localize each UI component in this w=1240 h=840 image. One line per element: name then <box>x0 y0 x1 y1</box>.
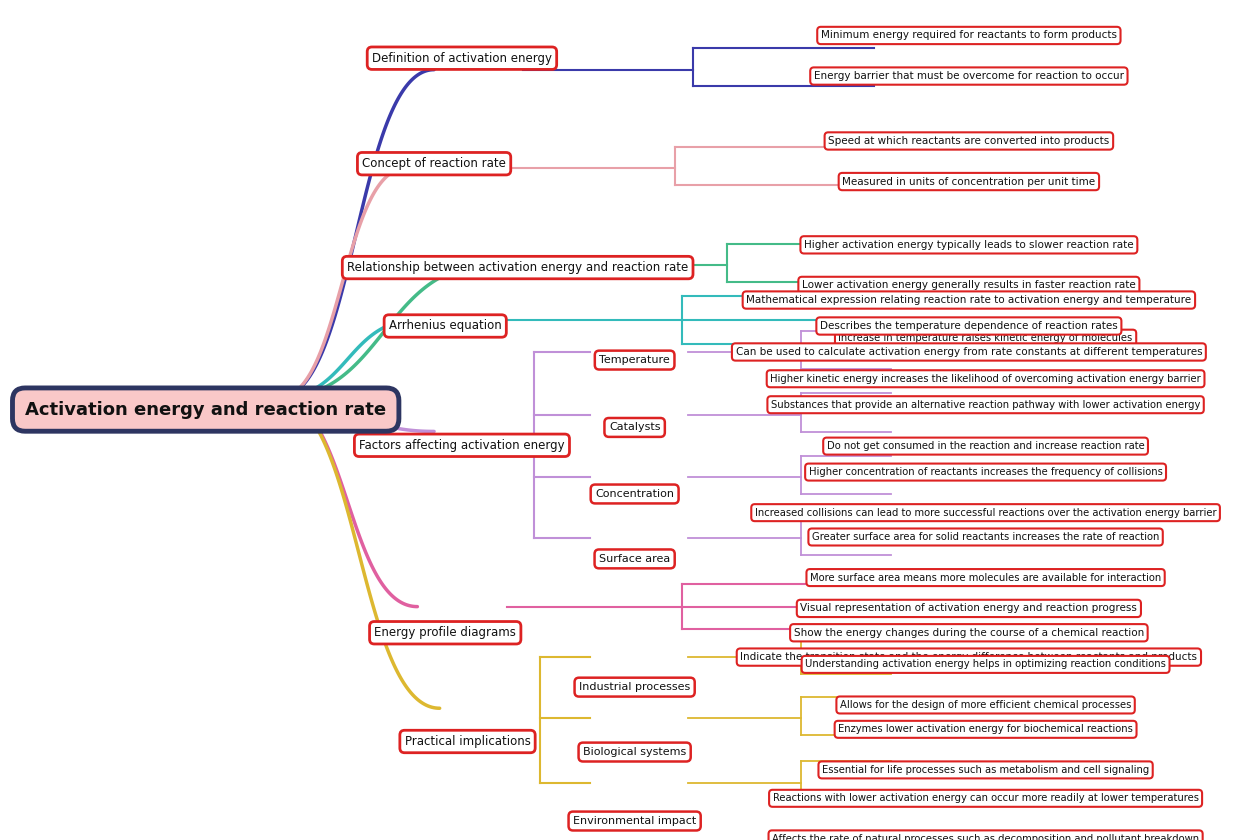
Text: Show the energy changes during the course of a chemical reaction: Show the energy changes during the cours… <box>794 627 1145 638</box>
Text: Speed at which reactants are converted into products: Speed at which reactants are converted i… <box>828 136 1110 146</box>
Text: Measured in units of concentration per unit time: Measured in units of concentration per u… <box>842 176 1095 186</box>
Text: Higher kinetic energy increases the likelihood of overcoming activation energy b: Higher kinetic energy increases the like… <box>770 374 1202 384</box>
Text: Minimum energy required for reactants to form products: Minimum energy required for reactants to… <box>821 30 1117 40</box>
Text: Allows for the design of more efficient chemical processes: Allows for the design of more efficient … <box>839 700 1131 710</box>
Text: Energy barrier that must be overcome for reaction to occur: Energy barrier that must be overcome for… <box>813 71 1123 81</box>
Text: Reactions with lower activation energy can occur more readily at lower temperatu: Reactions with lower activation energy c… <box>773 793 1199 803</box>
Text: Practical implications: Practical implications <box>404 735 531 748</box>
Text: Environmental impact: Environmental impact <box>573 816 697 826</box>
Text: Indicate the transition state and the energy difference between reactants and pr: Indicate the transition state and the en… <box>740 652 1198 662</box>
Text: Lower activation energy generally results in faster reaction rate: Lower activation energy generally result… <box>802 281 1136 291</box>
Text: Describes the temperature dependence of reaction rates: Describes the temperature dependence of … <box>820 321 1117 331</box>
Text: Visual representation of activation energy and reaction progress: Visual representation of activation ener… <box>801 603 1137 613</box>
Text: Energy profile diagrams: Energy profile diagrams <box>374 627 516 639</box>
Text: Concentration: Concentration <box>595 489 675 499</box>
Text: Definition of activation energy: Definition of activation energy <box>372 52 552 65</box>
Text: Increase in temperature raises kinetic energy of molecules: Increase in temperature raises kinetic e… <box>838 333 1132 344</box>
Text: Enzymes lower activation energy for biochemical reactions: Enzymes lower activation energy for bioc… <box>838 724 1133 734</box>
Text: Relationship between activation energy and reaction rate: Relationship between activation energy a… <box>347 261 688 274</box>
Text: Understanding activation energy helps in optimizing reaction conditions: Understanding activation energy helps in… <box>805 659 1166 669</box>
Text: Increased collisions can lead to more successful reactions over the activation e: Increased collisions can lead to more su… <box>755 507 1216 517</box>
Text: Do not get consumed in the reaction and increase reaction rate: Do not get consumed in the reaction and … <box>827 441 1145 451</box>
Text: Activation energy and reaction rate: Activation energy and reaction rate <box>25 401 386 418</box>
Text: Higher concentration of reactants increases the frequency of collisions: Higher concentration of reactants increa… <box>808 467 1163 477</box>
Text: Can be used to calculate activation energy from rate constants at different temp: Can be used to calculate activation ener… <box>735 347 1203 357</box>
Text: Mathematical expression relating reaction rate to activation energy and temperat: Mathematical expression relating reactio… <box>746 295 1192 305</box>
Text: Catalysts: Catalysts <box>609 423 661 433</box>
Text: Concept of reaction rate: Concept of reaction rate <box>362 157 506 171</box>
Text: Industrial processes: Industrial processes <box>579 682 691 692</box>
Text: Arrhenius equation: Arrhenius equation <box>389 319 502 333</box>
Text: Greater surface area for solid reactants increases the rate of reaction: Greater surface area for solid reactants… <box>812 532 1159 542</box>
Text: Essential for life processes such as metabolism and cell signaling: Essential for life processes such as met… <box>822 765 1149 775</box>
Text: Affects the rate of natural processes such as decomposition and pollutant breakd: Affects the rate of natural processes su… <box>773 834 1199 840</box>
Text: Higher activation energy typically leads to slower reaction rate: Higher activation energy typically leads… <box>804 240 1133 249</box>
Text: Substances that provide an alternative reaction pathway with lower activation en: Substances that provide an alternative r… <box>771 400 1200 410</box>
Text: Temperature: Temperature <box>599 355 670 365</box>
Text: More surface area means more molecules are available for interaction: More surface area means more molecules a… <box>810 573 1161 583</box>
Text: Biological systems: Biological systems <box>583 747 686 757</box>
Text: Factors affecting activation energy: Factors affecting activation energy <box>360 438 564 452</box>
Text: Surface area: Surface area <box>599 554 671 564</box>
